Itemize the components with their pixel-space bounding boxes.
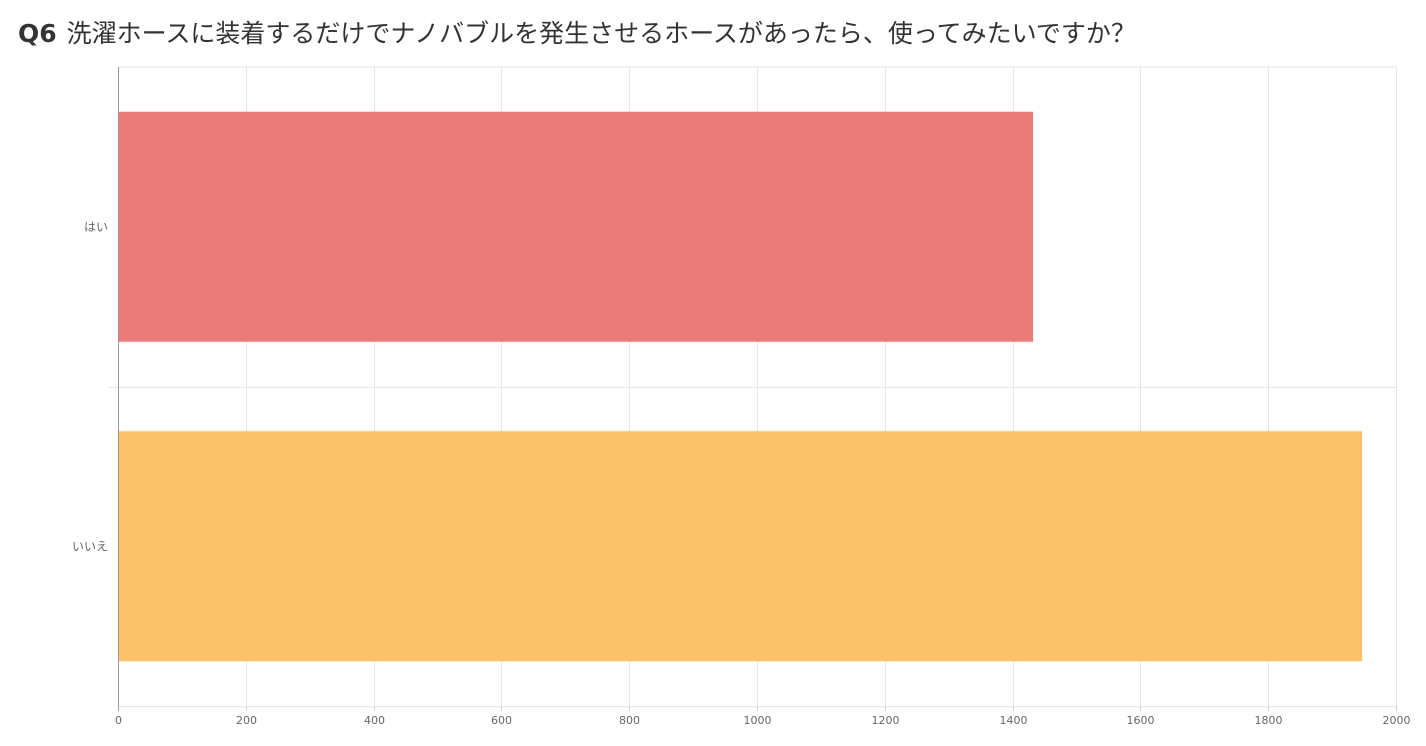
x-tick-label: 0 — [115, 714, 122, 727]
x-tick-label: 800 — [619, 714, 640, 727]
x-tick-label: 200 — [236, 714, 257, 727]
category-label: いいえ — [72, 539, 108, 553]
x-tick-label: 1600 — [1127, 714, 1155, 727]
x-tick-label: 1800 — [1255, 714, 1283, 727]
x-tick-label: 600 — [491, 714, 512, 727]
x-tick-label: 2000 — [1383, 714, 1411, 727]
question-text: 洗濯ホースに装着するだけでナノバブルを発生させるホースがあったら、使ってみたいで… — [66, 19, 1136, 48]
bar-yes — [118, 111, 1034, 342]
x-tick-label: 1400 — [1000, 714, 1028, 727]
x-tick-label: 400 — [364, 714, 385, 727]
x-tick-label: 1000 — [744, 714, 772, 727]
category-label: はい — [84, 220, 108, 234]
x-tick-label: 1200 — [872, 714, 900, 727]
chart-title: Q6 洗濯ホースに装着するだけでナノバブルを発生させるホースがあったら、使ってみた… — [18, 14, 1136, 50]
question-number: Q6 — [18, 19, 57, 48]
bar-no — [118, 431, 1363, 662]
